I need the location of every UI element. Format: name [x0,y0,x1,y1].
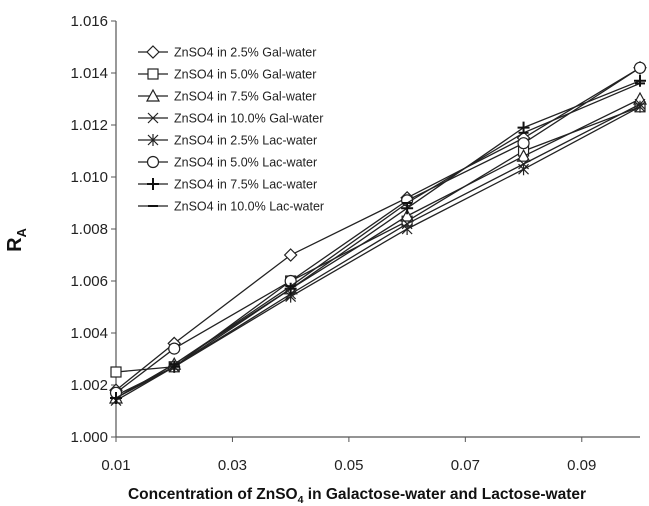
data-point-x [147,112,159,124]
legend-item: ZnSO4 in 2.5% Lac-water [138,134,317,148]
series-line [115,106,641,373]
y-tick-label: 1.008 [70,221,108,238]
data-point-plus [401,202,414,215]
x-tick-label: 0.01 [101,457,130,474]
x-tick-label: 0.05 [334,457,363,474]
legend-label: ZnSO4 in 2.5% Gal-water [174,46,316,60]
series-line [115,67,641,394]
x-tick-label: 0.07 [451,457,480,474]
x-tick-label: 0.09 [567,457,596,474]
legend-label: ZnSO4 in 7.5% Lac-water [174,178,317,192]
y-tick-label: 1.004 [70,325,108,342]
legend-item: ZnSO4 in 10.0% Lac-water [138,200,324,214]
legend-label: ZnSO4 in 7.5% Gal-water [174,90,316,104]
y-tick-label: 1.012 [70,117,108,134]
data-point-circle [633,61,647,74]
series-7 [110,74,646,404]
y-axis-title: RA [4,227,29,251]
data-point-asterisk [147,134,159,146]
series-line [115,80,641,399]
legend-item: ZnSO4 in 5.0% Lac-water [138,156,317,170]
legend-item: ZnSO4 in 7.5% Gal-water [138,88,316,104]
data-point-asterisk [518,163,529,176]
legend-label: ZnSO4 in 5.0% Gal-water [174,68,316,82]
data-point-plus [147,178,159,190]
data-point-circle [146,155,160,169]
x-tick-label: 0.03 [218,457,247,474]
legend-item: ZnSO4 in 5.0% Gal-water [138,68,316,82]
legend-item: ZnSO4 in 2.5% Gal-water [138,45,316,60]
legend-item: ZnSO4 in 7.5% Lac-water [138,178,317,192]
data-point-circle [168,342,181,355]
legend-label: ZnSO4 in 10.0% Gal-water [174,112,323,126]
y-tick-label: 1.002 [70,377,108,394]
series-line [115,82,641,399]
data-point-triangle [145,88,161,102]
series-line [115,67,641,391]
y-tick-label: 1.016 [70,13,108,30]
data-point-asterisk [634,100,646,113]
y-tick-label: 1.000 [70,429,108,446]
data-point-plus [634,74,646,87]
legend-label: ZnSO4 in 2.5% Lac-water [174,134,317,148]
data-point-triangle [400,208,415,222]
data-point-triangle [516,148,531,162]
y-tick-label: 1.014 [70,65,108,82]
data-point-plus [517,121,530,134]
data-point-diamond [146,45,160,59]
legend-item: ZnSO4 in 10.0% Gal-water [138,112,323,126]
x-axis-title: Concentration of ZnSO4 in Galactose-wate… [128,486,586,506]
y-tick-label: 1.006 [70,273,108,290]
y-tick-label: 1.010 [70,169,108,186]
data-point-diamond [283,248,298,262]
legend-label: ZnSO4 in 5.0% Lac-water [174,156,317,170]
legend-label: ZnSO4 in 10.0% Lac-water [174,200,324,214]
data-point-circle [517,137,530,150]
data-point-asterisk [401,223,413,235]
data-point-square [147,68,159,80]
data-point-square [110,366,122,378]
series-8 [111,82,645,399]
